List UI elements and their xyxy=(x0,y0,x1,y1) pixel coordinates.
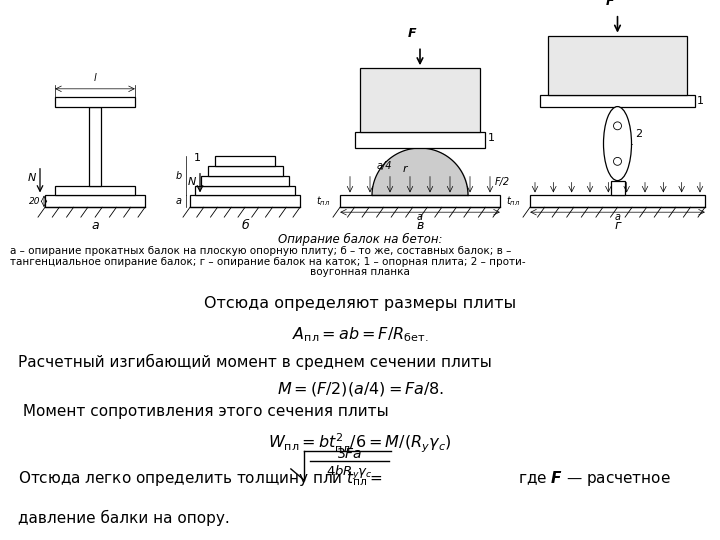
Circle shape xyxy=(613,157,621,165)
Circle shape xyxy=(613,122,621,130)
Text: $W_{\rm пл} = bt_{\rm пл}^2 / 6 = M /(R_y\gamma_c)$: $W_{\rm пл} = bt_{\rm пл}^2 / 6 = M /(R_… xyxy=(269,432,451,455)
Text: Отсюда определяют размеры плиты: Отсюда определяют размеры плиты xyxy=(204,296,516,312)
Text: $M = (F/2)(a/4) = Fa/8.$: $M = (F/2)(a/4) = Fa/8.$ xyxy=(276,380,444,398)
Text: Момент сопротивления этого сечения плиты: Момент сопротивления этого сечения плиты xyxy=(18,404,389,419)
Text: r: r xyxy=(402,164,408,174)
Bar xyxy=(355,132,485,148)
Text: F: F xyxy=(606,0,613,8)
Bar xyxy=(360,68,480,132)
Text: 1: 1 xyxy=(194,153,201,163)
Ellipse shape xyxy=(603,106,631,180)
Text: Опирание балок на бетон:: Опирание балок на бетон: xyxy=(278,233,442,246)
Text: $4bR_y\gamma_c$: $4bR_y\gamma_c$ xyxy=(326,464,372,482)
Text: 1: 1 xyxy=(697,96,704,106)
Text: Отсюда легко определить толщину пли $t_{\rm пл} =$: Отсюда легко определить толщину пли $t_{… xyxy=(18,469,383,488)
Text: где $\boldsymbol{F}$ — расчетное: где $\boldsymbol{F}$ — расчетное xyxy=(518,469,671,488)
Text: воугонная планка: воугонная планка xyxy=(310,267,410,278)
Bar xyxy=(190,195,300,207)
Text: F: F xyxy=(408,28,416,40)
Bar xyxy=(55,186,135,195)
Text: 1: 1 xyxy=(488,133,495,143)
Bar xyxy=(89,106,101,186)
Text: N: N xyxy=(27,173,36,183)
Text: б: б xyxy=(241,219,249,232)
Bar xyxy=(55,97,135,106)
Text: a: a xyxy=(176,197,182,206)
Text: F/2: F/2 xyxy=(495,177,510,187)
Text: b: b xyxy=(176,171,182,181)
Bar xyxy=(215,156,275,166)
Text: $t_{пл}$: $t_{пл}$ xyxy=(315,194,330,208)
Text: l: l xyxy=(94,73,96,83)
Bar xyxy=(207,166,282,176)
Bar xyxy=(340,195,500,207)
Text: a: a xyxy=(614,212,621,222)
Text: а – опирание прокатных балок на плоскую опорную плиту; б – то же, составных бало: а – опирание прокатных балок на плоскую … xyxy=(10,246,511,256)
Text: в: в xyxy=(416,219,423,232)
Text: a/4: a/4 xyxy=(377,161,392,171)
Text: тангенциальное опирание балок; г – опирание балок на каток; 1 – опорная плита; 2: тангенциальное опирание балок; г – опира… xyxy=(10,256,526,267)
Text: 2: 2 xyxy=(636,129,643,139)
Text: N: N xyxy=(188,177,196,187)
Text: а: а xyxy=(91,219,99,232)
Bar xyxy=(540,94,695,106)
Text: a: a xyxy=(417,212,423,222)
Text: $A_{\rm пл} = ab = F/ R_{\rm бет.}$: $A_{\rm пл} = ab = F/ R_{\rm бет.}$ xyxy=(292,326,428,344)
Bar xyxy=(201,176,289,186)
Bar xyxy=(195,186,295,195)
Text: $t_{пл}$: $t_{пл}$ xyxy=(505,194,520,208)
Bar xyxy=(611,180,624,195)
Text: давление балки на опору.: давление балки на опору. xyxy=(18,510,230,526)
Text: 20: 20 xyxy=(29,197,40,206)
Text: Расчетный изгибающий момент в среднем сечении плиты: Расчетный изгибающий момент в среднем се… xyxy=(18,354,492,369)
Text: $3Fa$: $3Fa$ xyxy=(336,447,362,461)
Text: г: г xyxy=(614,219,621,232)
Bar xyxy=(548,36,687,94)
Bar xyxy=(45,195,145,207)
Bar xyxy=(530,195,705,207)
